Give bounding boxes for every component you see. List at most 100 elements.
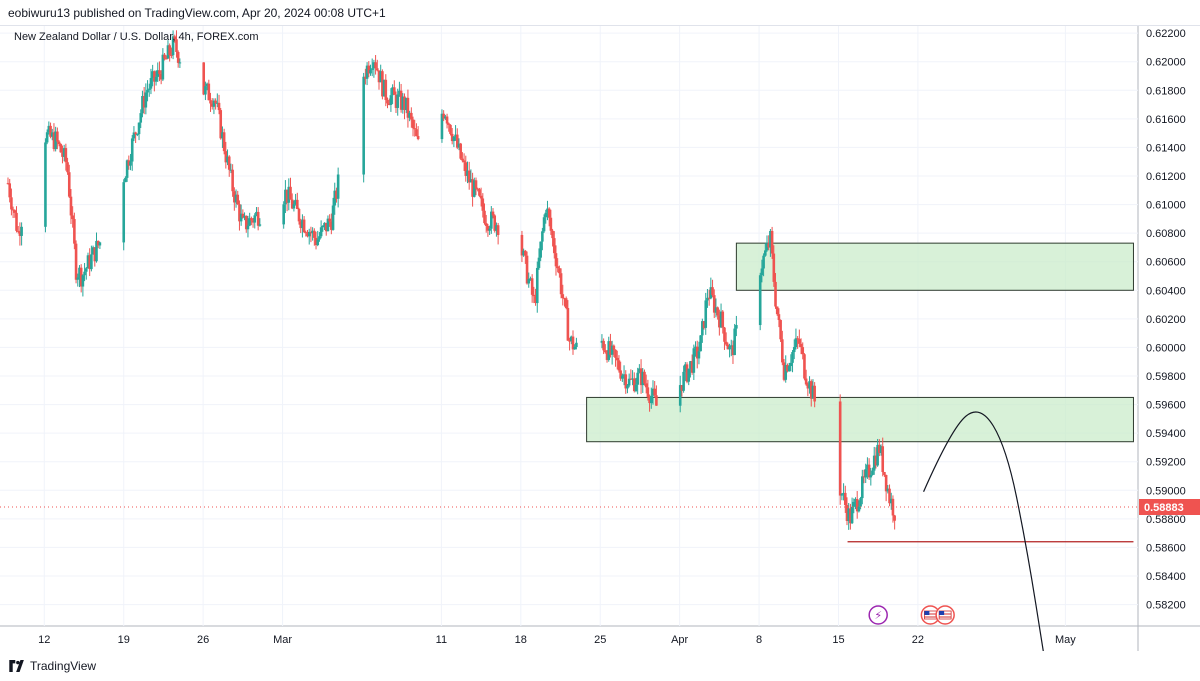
candle-body [372, 62, 376, 69]
candle [251, 217, 255, 228]
candle [680, 385, 684, 397]
candle-body [488, 228, 491, 231]
candle-body [558, 268, 561, 274]
candle [621, 373, 624, 382]
candle [246, 215, 250, 238]
candle-body [474, 180, 478, 189]
candle [806, 382, 810, 397]
candle [389, 88, 393, 112]
y-tick-label: 0.59600 [1146, 400, 1186, 412]
candle [653, 381, 656, 398]
candle-body [728, 346, 731, 350]
candle-body [299, 221, 303, 229]
candle [45, 129, 49, 145]
candle-body [210, 103, 214, 107]
candle-body [866, 464, 869, 470]
candle-body [209, 100, 212, 104]
candle-body [775, 306, 779, 315]
candle [178, 58, 182, 68]
candle-body [323, 222, 326, 227]
candle-body [146, 89, 149, 93]
candle [491, 208, 495, 219]
candle [684, 362, 687, 381]
candle [221, 126, 224, 148]
candle-body [638, 368, 641, 373]
candle-body [96, 240, 100, 246]
brand-label: TradingView [30, 659, 97, 673]
candle [282, 201, 285, 229]
candle [309, 226, 313, 243]
candle [384, 74, 388, 107]
candle-body [777, 314, 781, 321]
candle [444, 114, 447, 121]
candle [655, 385, 658, 406]
published-info: eobiwuru13 published on TradingView.com,… [8, 6, 386, 20]
candle-body [569, 336, 573, 341]
candle-body [88, 255, 91, 270]
candle [168, 43, 171, 62]
candle [454, 125, 457, 141]
y-tick-label: 0.58400 [1146, 571, 1186, 583]
candle-body [149, 78, 153, 89]
candle [796, 336, 799, 349]
chart-area[interactable]: 0.62200 0.62000 0.61800 0.61600 0.61400 0.612… [0, 26, 1200, 662]
candle [472, 177, 476, 198]
candle-body [808, 381, 811, 389]
candle-body [233, 191, 236, 203]
candle-body [493, 215, 497, 231]
candle-body [461, 158, 464, 161]
chart-header: eobiwuru13 published on TradingView.com,… [0, 0, 1200, 26]
candle [73, 212, 76, 250]
candle-body [758, 275, 762, 326]
candle-body [764, 250, 767, 256]
candle [716, 306, 719, 320]
candle-body [93, 247, 97, 262]
y-tick-label: 0.60200 [1146, 314, 1186, 326]
candle-body [529, 278, 532, 280]
candle-body [319, 227, 323, 237]
candle-body [627, 378, 631, 386]
candle [547, 207, 551, 227]
candle [707, 289, 711, 306]
candle [205, 82, 209, 91]
candle-body [244, 215, 248, 230]
candle-body [171, 36, 175, 56]
candle-body [216, 102, 219, 104]
candle-body [309, 231, 313, 234]
candle [258, 218, 262, 227]
candle [799, 338, 803, 355]
candle-body [767, 243, 771, 248]
candle-body [173, 36, 177, 40]
candle [141, 90, 144, 118]
candle [61, 145, 64, 164]
candle [285, 189, 289, 212]
price-chart[interactable]: 0.62200 0.62000 0.61800 0.61600 0.61400 0.612… [0, 26, 1200, 662]
candle-body [803, 354, 806, 379]
candle-body [476, 188, 479, 190]
candle [464, 155, 468, 182]
candle [610, 340, 614, 365]
us-flag-event-icon-2[interactable] [935, 605, 955, 625]
candle-body [45, 132, 49, 143]
us-flag-event-icon[interactable] [920, 605, 941, 625]
candle [129, 153, 132, 171]
candle [95, 232, 98, 263]
candle-body [175, 39, 178, 52]
candle-body [158, 70, 161, 74]
candle-body [678, 385, 682, 406]
candle-body [701, 321, 704, 336]
candle-body [413, 128, 417, 130]
lightning-event-icon[interactable]: ⚡ [868, 605, 888, 625]
candle [624, 370, 628, 394]
candle [49, 122, 52, 139]
last-price-label: 0.58883 [1144, 502, 1184, 514]
candle [91, 245, 95, 255]
candle [403, 93, 406, 120]
candle-body [781, 339, 784, 363]
candle [399, 83, 403, 113]
upper-supply-zone [735, 242, 1134, 291]
candle-body [318, 236, 321, 240]
candle-body [159, 73, 163, 80]
candle-body [214, 100, 217, 104]
candle [760, 259, 764, 283]
